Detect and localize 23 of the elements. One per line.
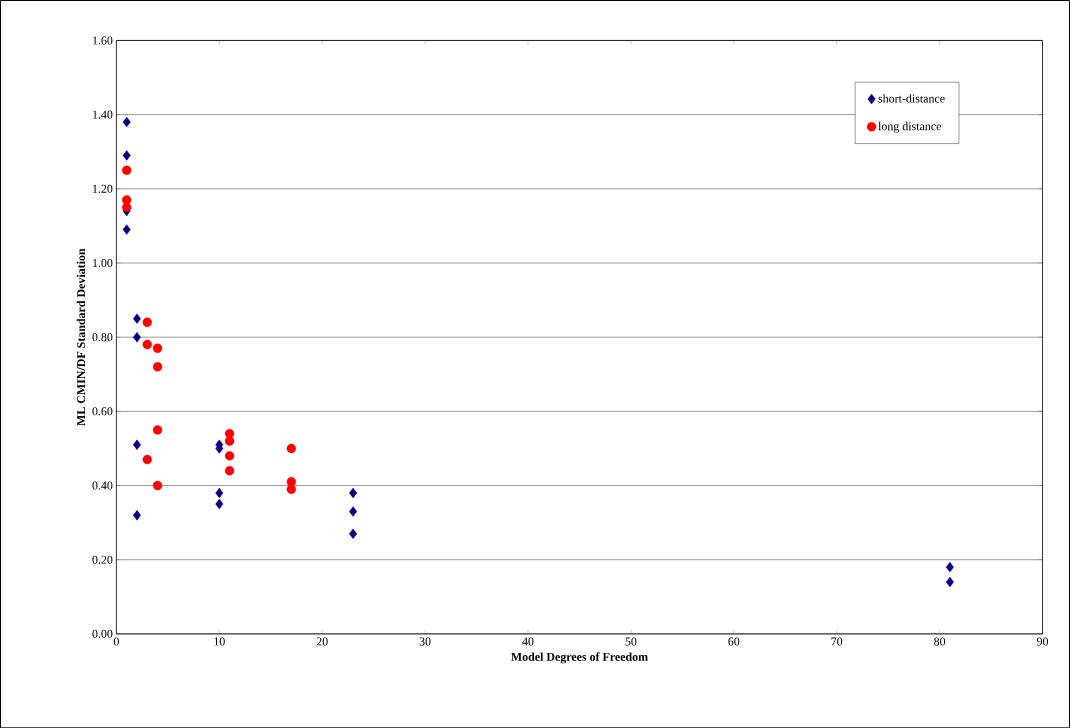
y-tick-label: 1.40 bbox=[93, 110, 113, 119]
x-tick-label: 70 bbox=[831, 637, 843, 646]
x-tick-label: 40 bbox=[522, 637, 534, 646]
x-tick-label: 10 bbox=[214, 637, 225, 646]
x-tick-label: 0 bbox=[113, 637, 119, 646]
y-tick-label: 1.00 bbox=[93, 258, 113, 267]
x-axis-title: Model Degrees of Freedom bbox=[511, 652, 648, 664]
legend-label: long distance bbox=[878, 121, 941, 133]
x-tick-label: 60 bbox=[728, 637, 740, 646]
x-tick-label: 20 bbox=[316, 637, 328, 646]
y-tick-label: 0.80 bbox=[92, 332, 113, 342]
y-tick-label: 1.60 bbox=[93, 36, 113, 45]
y-tick-label: 0.00 bbox=[92, 629, 113, 638]
x-tick-label: 80 bbox=[934, 637, 946, 646]
y-tick-label: 1.20 bbox=[93, 184, 113, 193]
y-tick-label: 0.20 bbox=[92, 555, 113, 564]
x-tick-label: 90 bbox=[1036, 637, 1049, 646]
y-tick-label: 0.60 bbox=[92, 407, 113, 416]
legend-label: short-distance bbox=[878, 93, 945, 103]
x-tick-label: 30 bbox=[419, 637, 431, 646]
y-axis-title: ML CMIN/DF Standard Deviation bbox=[76, 248, 86, 426]
y-tick-label: 0.40 bbox=[92, 481, 113, 490]
x-tick-label: 50 bbox=[625, 637, 637, 646]
